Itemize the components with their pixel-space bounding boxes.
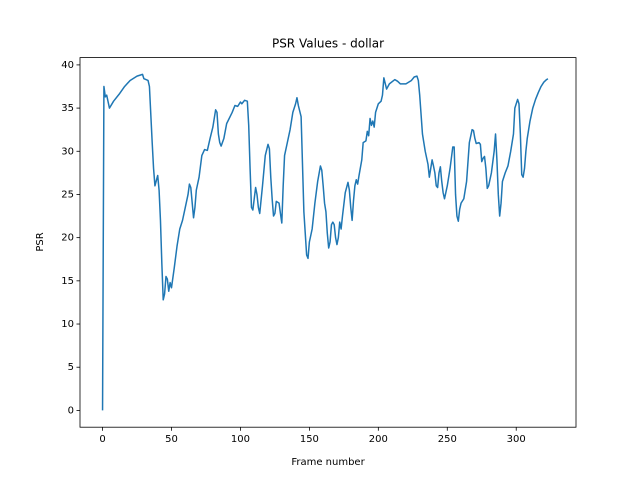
y-tick-label: 20 — [61, 233, 74, 244]
x-tick-label: 200 — [369, 434, 388, 445]
chart-title: PSR Values - dollar — [272, 37, 384, 51]
y-tick-label: 0 — [68, 405, 74, 416]
y-tick-label: 25 — [61, 189, 74, 200]
x-tick-label: 50 — [165, 434, 178, 445]
line — [101, 73, 549, 411]
y-tick-label: 35 — [61, 103, 74, 114]
y-tick-label: 40 — [61, 60, 74, 71]
y-tick-label: 15 — [61, 276, 74, 287]
x-tick-label: 250 — [438, 434, 457, 445]
y-tick-label: 30 — [61, 146, 74, 157]
x-tick-label: 100 — [231, 434, 250, 445]
y-tick-label: 10 — [61, 319, 74, 330]
x-tick-label: 0 — [99, 434, 105, 445]
x-tick-label: 300 — [507, 434, 526, 445]
y-tick-label: 5 — [68, 362, 74, 373]
x-tick-label: 150 — [300, 434, 319, 445]
plot-frame — [79, 57, 577, 428]
x-axis-label: Frame number — [291, 457, 365, 468]
y-axis-label: PSR — [35, 232, 46, 251]
